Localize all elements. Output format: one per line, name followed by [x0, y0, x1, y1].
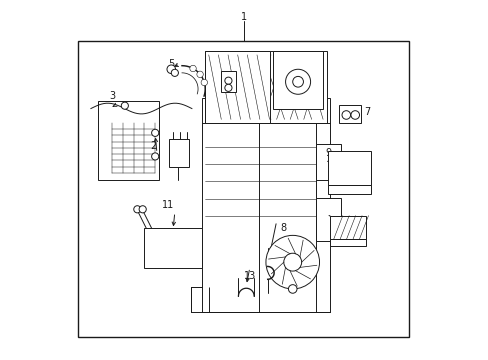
Circle shape: [151, 153, 159, 160]
Bar: [98, 102, 159, 180]
Text: 6: 6: [218, 64, 224, 74]
Circle shape: [201, 79, 207, 86]
Circle shape: [151, 129, 159, 136]
Text: 1: 1: [241, 13, 247, 22]
Circle shape: [121, 102, 128, 109]
Text: 5: 5: [168, 59, 174, 69]
Bar: [221, 71, 235, 93]
Bar: [205, 51, 326, 123]
Bar: [201, 98, 329, 312]
Circle shape: [166, 65, 175, 73]
Bar: [339, 105, 360, 123]
Bar: [315, 144, 340, 180]
Circle shape: [341, 111, 350, 119]
Bar: [329, 239, 365, 246]
Text: 13: 13: [243, 271, 255, 282]
Circle shape: [292, 76, 303, 87]
Circle shape: [285, 69, 310, 94]
Bar: [329, 216, 365, 239]
Circle shape: [350, 111, 359, 119]
Circle shape: [139, 206, 146, 213]
Text: 3: 3: [109, 91, 115, 101]
Text: 7: 7: [364, 107, 370, 117]
Text: 2: 2: [150, 141, 156, 151]
Text: 8: 8: [280, 223, 286, 233]
Bar: [328, 185, 370, 194]
Polygon shape: [144, 228, 201, 267]
Bar: [272, 51, 323, 109]
Bar: [169, 139, 189, 167]
Circle shape: [265, 235, 319, 289]
Bar: [315, 198, 340, 241]
Bar: [78, 41, 408, 337]
Circle shape: [224, 84, 231, 91]
Text: 4: 4: [179, 152, 184, 162]
Circle shape: [288, 285, 296, 293]
Circle shape: [224, 77, 231, 84]
Circle shape: [189, 65, 196, 72]
Circle shape: [171, 69, 178, 76]
Circle shape: [283, 253, 301, 271]
Text: 12: 12: [293, 252, 305, 262]
Bar: [205, 51, 269, 123]
Text: 11: 11: [161, 200, 173, 210]
Text: 10: 10: [330, 216, 343, 226]
Circle shape: [134, 206, 141, 213]
Text: 9: 9: [325, 148, 331, 158]
Bar: [328, 152, 370, 185]
Circle shape: [197, 71, 203, 77]
